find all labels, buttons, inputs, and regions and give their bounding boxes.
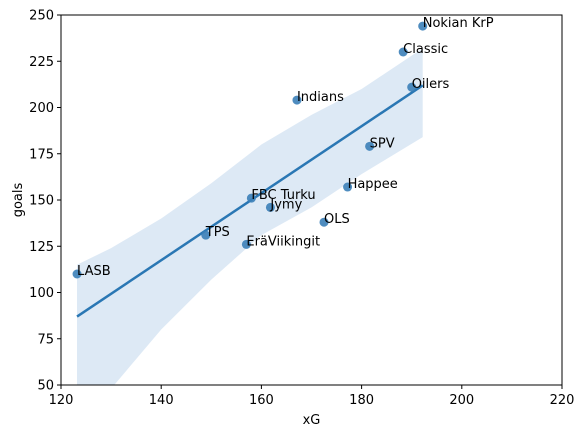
point-label: Indians <box>297 90 344 105</box>
data-point <box>241 239 251 249</box>
point-labels: Nokian KrP Classic Oilers Indians SPV Happee F… <box>77 16 494 279</box>
point-label: SPV <box>370 136 395 151</box>
data-point <box>246 193 256 203</box>
point-label: Happee <box>348 177 398 192</box>
x-tick-label: 140 <box>149 393 174 408</box>
point-label: Nokian KrP <box>423 16 494 31</box>
data-point <box>398 47 408 57</box>
y-tick-label: 75 <box>37 332 54 347</box>
point-label: TPS <box>205 225 230 240</box>
point-label: EräViikingit <box>246 234 320 249</box>
y-tick-label: 125 <box>29 240 54 255</box>
y-tick-label: 250 <box>29 9 54 24</box>
data-point <box>292 95 302 105</box>
y-tick-label: 175 <box>29 147 54 162</box>
data-point <box>365 141 375 151</box>
y-tick-label: 50 <box>37 379 54 394</box>
data-points <box>72 21 428 279</box>
point-label: Oilers <box>412 77 450 92</box>
data-point <box>265 202 275 212</box>
x-tick-label: 120 <box>49 393 74 408</box>
data-point <box>201 230 211 240</box>
data-point <box>407 82 417 92</box>
y-tick-label: 100 <box>29 286 54 301</box>
data-point <box>418 21 428 31</box>
y-tick-label: 150 <box>29 194 54 209</box>
point-label: OLS <box>324 212 350 227</box>
y-tick-label: 225 <box>29 55 54 70</box>
x-axis-label: xG <box>303 413 321 428</box>
point-label: FBC Turku <box>251 188 315 203</box>
x-tick-label: 200 <box>449 393 474 408</box>
x-axis-ticks: 120 140 160 180 200 220 <box>49 385 575 408</box>
x-tick-label: 160 <box>249 393 274 408</box>
confidence-band <box>77 48 423 385</box>
data-point <box>319 217 329 227</box>
y-axis-label: goals <box>11 182 26 217</box>
y-axis-ticks: 50 75 100 125 150 175 200 225 250 <box>29 9 61 394</box>
data-point <box>343 182 353 192</box>
y-tick-label: 200 <box>29 101 54 116</box>
point-label: LASB <box>77 264 111 279</box>
x-tick-label: 180 <box>349 393 374 408</box>
x-tick-label: 220 <box>550 393 575 408</box>
point-label: Jymy <box>269 197 302 212</box>
point-label: Classic <box>403 42 448 57</box>
plot-area: Nokian KrP Classic Oilers Indians SPV Happee F… <box>72 16 494 385</box>
data-point <box>72 269 82 279</box>
